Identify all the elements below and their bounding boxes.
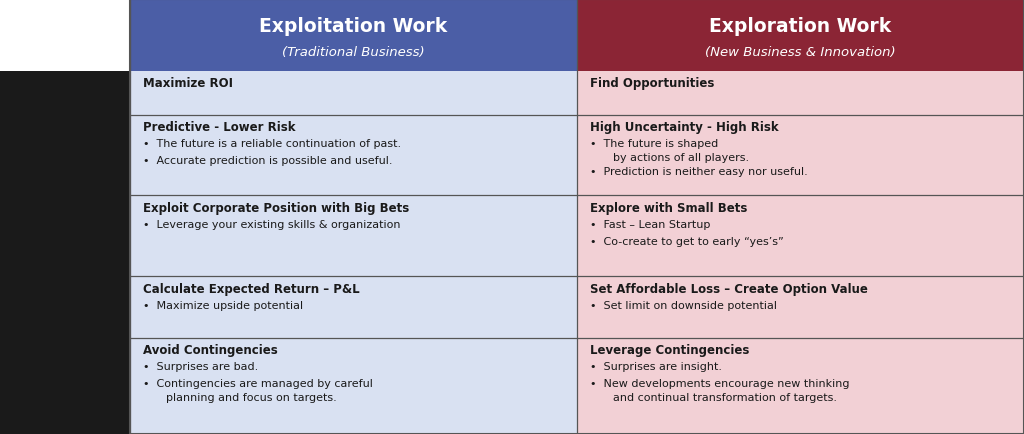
Text: Set Affordable Loss – Create Option Value: Set Affordable Loss – Create Option Valu… bbox=[590, 283, 868, 296]
Text: •  Co-create to get to early “yes’s”: • Co-create to get to early “yes’s” bbox=[590, 237, 784, 247]
Text: Maximize ROI: Maximize ROI bbox=[143, 77, 233, 90]
Text: •  Set limit on downside potential: • Set limit on downside potential bbox=[590, 300, 777, 310]
Text: Explore with Small Bets: Explore with Small Bets bbox=[590, 202, 748, 215]
Text: •  The future is a reliable continuation of past.: • The future is a reliable continuation … bbox=[143, 138, 401, 148]
FancyBboxPatch shape bbox=[578, 0, 1024, 72]
FancyBboxPatch shape bbox=[130, 72, 578, 115]
FancyBboxPatch shape bbox=[130, 115, 578, 196]
Text: Calculate Expected Return – P&L: Calculate Expected Return – P&L bbox=[143, 283, 360, 296]
Text: •  Fast – Lean Startup: • Fast – Lean Startup bbox=[590, 219, 711, 229]
Text: planning and focus on targets.: planning and focus on targets. bbox=[166, 392, 337, 402]
Text: Find Opportunities: Find Opportunities bbox=[590, 77, 715, 90]
FancyBboxPatch shape bbox=[578, 277, 1024, 338]
Text: and continual transformation of targets.: and continual transformation of targets. bbox=[612, 392, 837, 402]
Text: Avoid Contingencies: Avoid Contingencies bbox=[143, 344, 279, 357]
Text: Exploration Work: Exploration Work bbox=[710, 17, 892, 36]
Text: •  New developments encourage new thinking: • New developments encourage new thinkin… bbox=[590, 378, 850, 388]
Text: •  Prediction is neither easy nor useful.: • Prediction is neither easy nor useful. bbox=[590, 167, 808, 177]
Text: by actions of all players.: by actions of all players. bbox=[612, 152, 749, 162]
Text: Exploit Corporate Position with Big Bets: Exploit Corporate Position with Big Bets bbox=[143, 202, 410, 215]
Text: •  Surprises are bad.: • Surprises are bad. bbox=[143, 361, 259, 371]
Text: (Traditional Business): (Traditional Business) bbox=[283, 46, 425, 59]
Text: Exploitation Work: Exploitation Work bbox=[259, 17, 447, 36]
FancyBboxPatch shape bbox=[578, 196, 1024, 277]
FancyBboxPatch shape bbox=[578, 115, 1024, 196]
FancyBboxPatch shape bbox=[578, 72, 1024, 115]
Text: •  Maximize upside potential: • Maximize upside potential bbox=[143, 300, 303, 310]
Text: •  The future is shaped: • The future is shaped bbox=[590, 138, 719, 148]
Text: •  Surprises are insight.: • Surprises are insight. bbox=[590, 361, 722, 371]
FancyBboxPatch shape bbox=[0, 72, 130, 434]
Text: •  Leverage your existing skills & organization: • Leverage your existing skills & organi… bbox=[143, 219, 400, 229]
FancyBboxPatch shape bbox=[130, 277, 578, 338]
FancyBboxPatch shape bbox=[130, 338, 578, 434]
Text: High Uncertainty - High Risk: High Uncertainty - High Risk bbox=[590, 121, 779, 134]
FancyBboxPatch shape bbox=[578, 338, 1024, 434]
FancyBboxPatch shape bbox=[130, 0, 578, 72]
Text: Predictive - Lower Risk: Predictive - Lower Risk bbox=[143, 121, 296, 134]
Text: •  Accurate prediction is possible and useful.: • Accurate prediction is possible and us… bbox=[143, 156, 393, 166]
FancyBboxPatch shape bbox=[130, 196, 578, 277]
Text: •  Contingencies are managed by careful: • Contingencies are managed by careful bbox=[143, 378, 373, 388]
Text: (New Business & Innovation): (New Business & Innovation) bbox=[706, 46, 896, 59]
Text: Leverage Contingencies: Leverage Contingencies bbox=[590, 344, 750, 357]
